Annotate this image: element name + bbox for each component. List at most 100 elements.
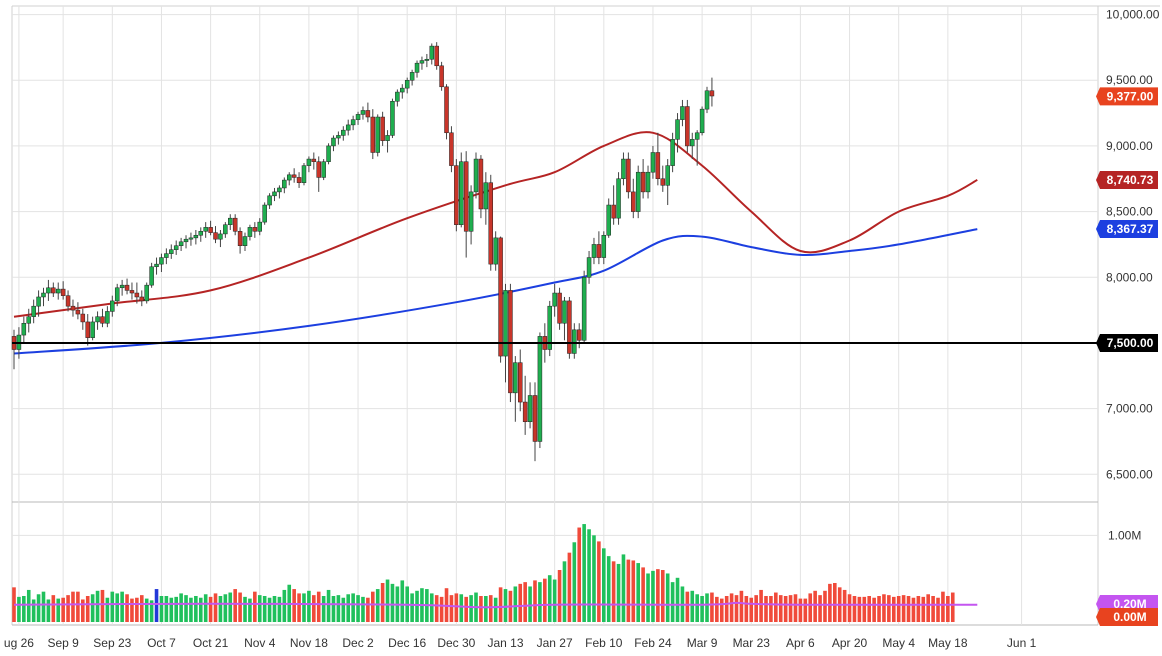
- volume-bar: [41, 591, 46, 622]
- candle-body: [188, 237, 194, 240]
- volume-bar: [375, 589, 380, 622]
- volume-bar: [400, 580, 405, 622]
- volume-bar: [631, 560, 636, 622]
- candle-body: [218, 233, 223, 240]
- candle-body: [468, 191, 474, 232]
- volume-bar: [557, 570, 562, 622]
- volume-bar: [100, 589, 105, 622]
- price-tick-label: 8,500.00: [1106, 205, 1153, 219]
- volume-bar: [81, 599, 85, 622]
- x-tick-label: Mar 23: [733, 636, 771, 650]
- axes: ug 26 Sep 9 Sep 23 Oct 7 Oct 21 Nov 4 Nov 18 De…: [4, 8, 1160, 650]
- volume-bar: [626, 559, 631, 622]
- price-tag-text: 8,367.37: [1107, 222, 1154, 236]
- volume-bar: [351, 593, 355, 622]
- volume-bar: [51, 595, 56, 622]
- candle-body: [586, 257, 592, 278]
- candle-body: [631, 191, 636, 212]
- volume-tag: 0.00M: [1096, 608, 1158, 626]
- x-tick-label: Apr 20: [832, 636, 868, 650]
- candle-body: [606, 204, 611, 236]
- volume-bar: [562, 561, 567, 622]
- candle-body: [380, 116, 385, 141]
- volume-bar: [651, 570, 655, 622]
- volume-bar: [233, 589, 237, 622]
- volume-bar: [356, 595, 360, 622]
- candle-body: [434, 45, 439, 67]
- candle-body: [75, 309, 81, 315]
- candle-body: [232, 217, 238, 232]
- volume-bar: [439, 596, 444, 622]
- moving-averages: [13, 131, 978, 355]
- volume-bar: [346, 594, 351, 622]
- volume-bar: [891, 596, 896, 622]
- volume-ma-layer: [13, 601, 978, 609]
- volume-bar: [950, 592, 955, 622]
- ma-200-line: [13, 228, 978, 355]
- volume-bar: [818, 595, 822, 622]
- candle-body: [650, 152, 656, 173]
- candle-body: [596, 244, 602, 258]
- volume-bar: [783, 596, 788, 622]
- volume-bar: [292, 589, 296, 622]
- volume-bar: [715, 596, 719, 622]
- candle-body: [85, 321, 90, 338]
- price-tag: 7,500.00: [1096, 333, 1158, 352]
- candle-body: [645, 171, 651, 193]
- candle-body: [119, 284, 125, 289]
- volume-bar: [218, 596, 223, 622]
- volume-bar: [788, 595, 793, 622]
- x-tick-label: Dec 30: [437, 636, 475, 650]
- x-tick-label: Sep 9: [47, 636, 79, 650]
- volume-bar: [135, 597, 139, 622]
- volume-bar: [71, 591, 75, 622]
- candle-body: [532, 395, 538, 442]
- candle-body: [400, 87, 405, 93]
- volume-bar: [572, 542, 577, 622]
- candle-body: [65, 295, 71, 307]
- volume-bar: [385, 579, 390, 622]
- volume-bar: [262, 596, 267, 622]
- candle-body: [169, 249, 174, 254]
- candle-body: [409, 72, 415, 81]
- candle-body: [272, 191, 277, 197]
- volume-bar: [842, 589, 847, 622]
- candle-body: [331, 137, 336, 147]
- volume-bar: [272, 596, 277, 622]
- candle-body: [134, 292, 140, 298]
- volume-bar: [616, 563, 621, 622]
- candle-body: [178, 241, 184, 246]
- volume-bar: [194, 596, 198, 622]
- volume-bar: [469, 595, 473, 622]
- volume-ma-line: [13, 601, 978, 609]
- volume-bar: [223, 594, 228, 622]
- volume-bar: [734, 595, 739, 622]
- x-tick-label: Feb 10: [585, 636, 623, 650]
- volume-bar: [139, 595, 144, 622]
- volume-bar: [366, 597, 370, 622]
- volume-bar: [144, 598, 149, 622]
- volume-bar: [759, 589, 763, 622]
- volume-bar: [312, 595, 316, 622]
- volume-bar: [774, 592, 778, 622]
- volume-bar: [253, 591, 257, 622]
- candle-body: [567, 300, 572, 354]
- candle-body: [655, 152, 661, 180]
- ma-50-line: [13, 131, 978, 318]
- x-tick-label: Oct 7: [147, 636, 176, 650]
- x-tick-label: May 18: [928, 636, 968, 650]
- candle-body: [316, 161, 321, 178]
- volume-bar: [361, 596, 365, 622]
- volume-bar: [833, 583, 837, 622]
- candle-body: [341, 129, 346, 136]
- volume-bar: [685, 591, 690, 622]
- candle-body: [562, 300, 567, 324]
- x-tick-label: Dec 2: [342, 636, 374, 650]
- volume-bar: [901, 595, 906, 622]
- candle-body: [321, 161, 326, 178]
- candle-body: [282, 179, 287, 189]
- volume-bar: [370, 591, 375, 622]
- x-tick-label: Jun 1: [1007, 636, 1037, 650]
- volume-bar: [700, 596, 704, 622]
